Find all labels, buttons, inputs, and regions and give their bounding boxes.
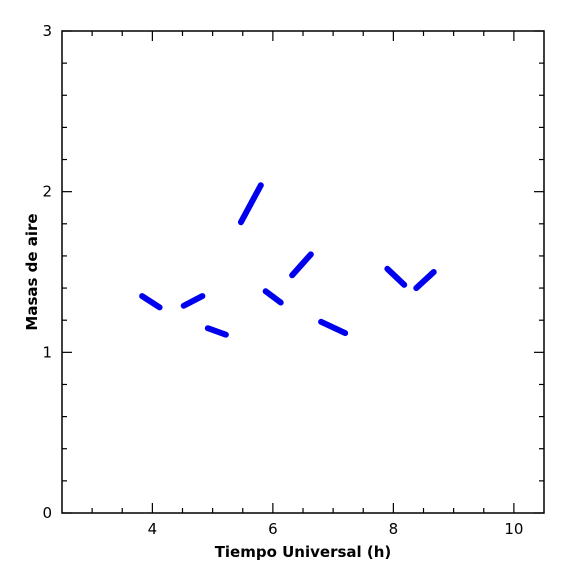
x-tick-label: 6 — [268, 520, 278, 538]
airmass-segment-2 — [180, 293, 206, 309]
airmass-segment-7 — [318, 318, 349, 337]
data-series — [139, 182, 437, 338]
x-axis-label: Tiempo Universal (h) — [215, 543, 392, 561]
y-tick-label: 3 — [42, 22, 52, 40]
airmass-segment-4 — [237, 182, 264, 226]
axis-ticks — [62, 30, 544, 514]
airmass-segment-8 — [384, 265, 408, 288]
x-tick-label: 4 — [148, 520, 158, 538]
airmass-segment-1 — [139, 293, 163, 311]
y-tick-label: 2 — [42, 183, 52, 201]
airmass-segment-3 — [204, 325, 229, 338]
y-tick-label: 0 — [42, 504, 52, 522]
y-tick-label: 1 — [42, 343, 52, 361]
tick-labels: 4 6 8 10 0 1 2 3 — [42, 22, 523, 538]
x-tick-label: 8 — [389, 520, 399, 538]
x-tick-label: 10 — [504, 520, 523, 538]
y-axis-label: Masas de aire — [23, 213, 41, 330]
plot-frame — [61, 30, 545, 514]
airmass-segment-5 — [262, 288, 284, 306]
airmass-segment-6 — [289, 251, 314, 279]
airmass-segment-9 — [413, 269, 437, 292]
